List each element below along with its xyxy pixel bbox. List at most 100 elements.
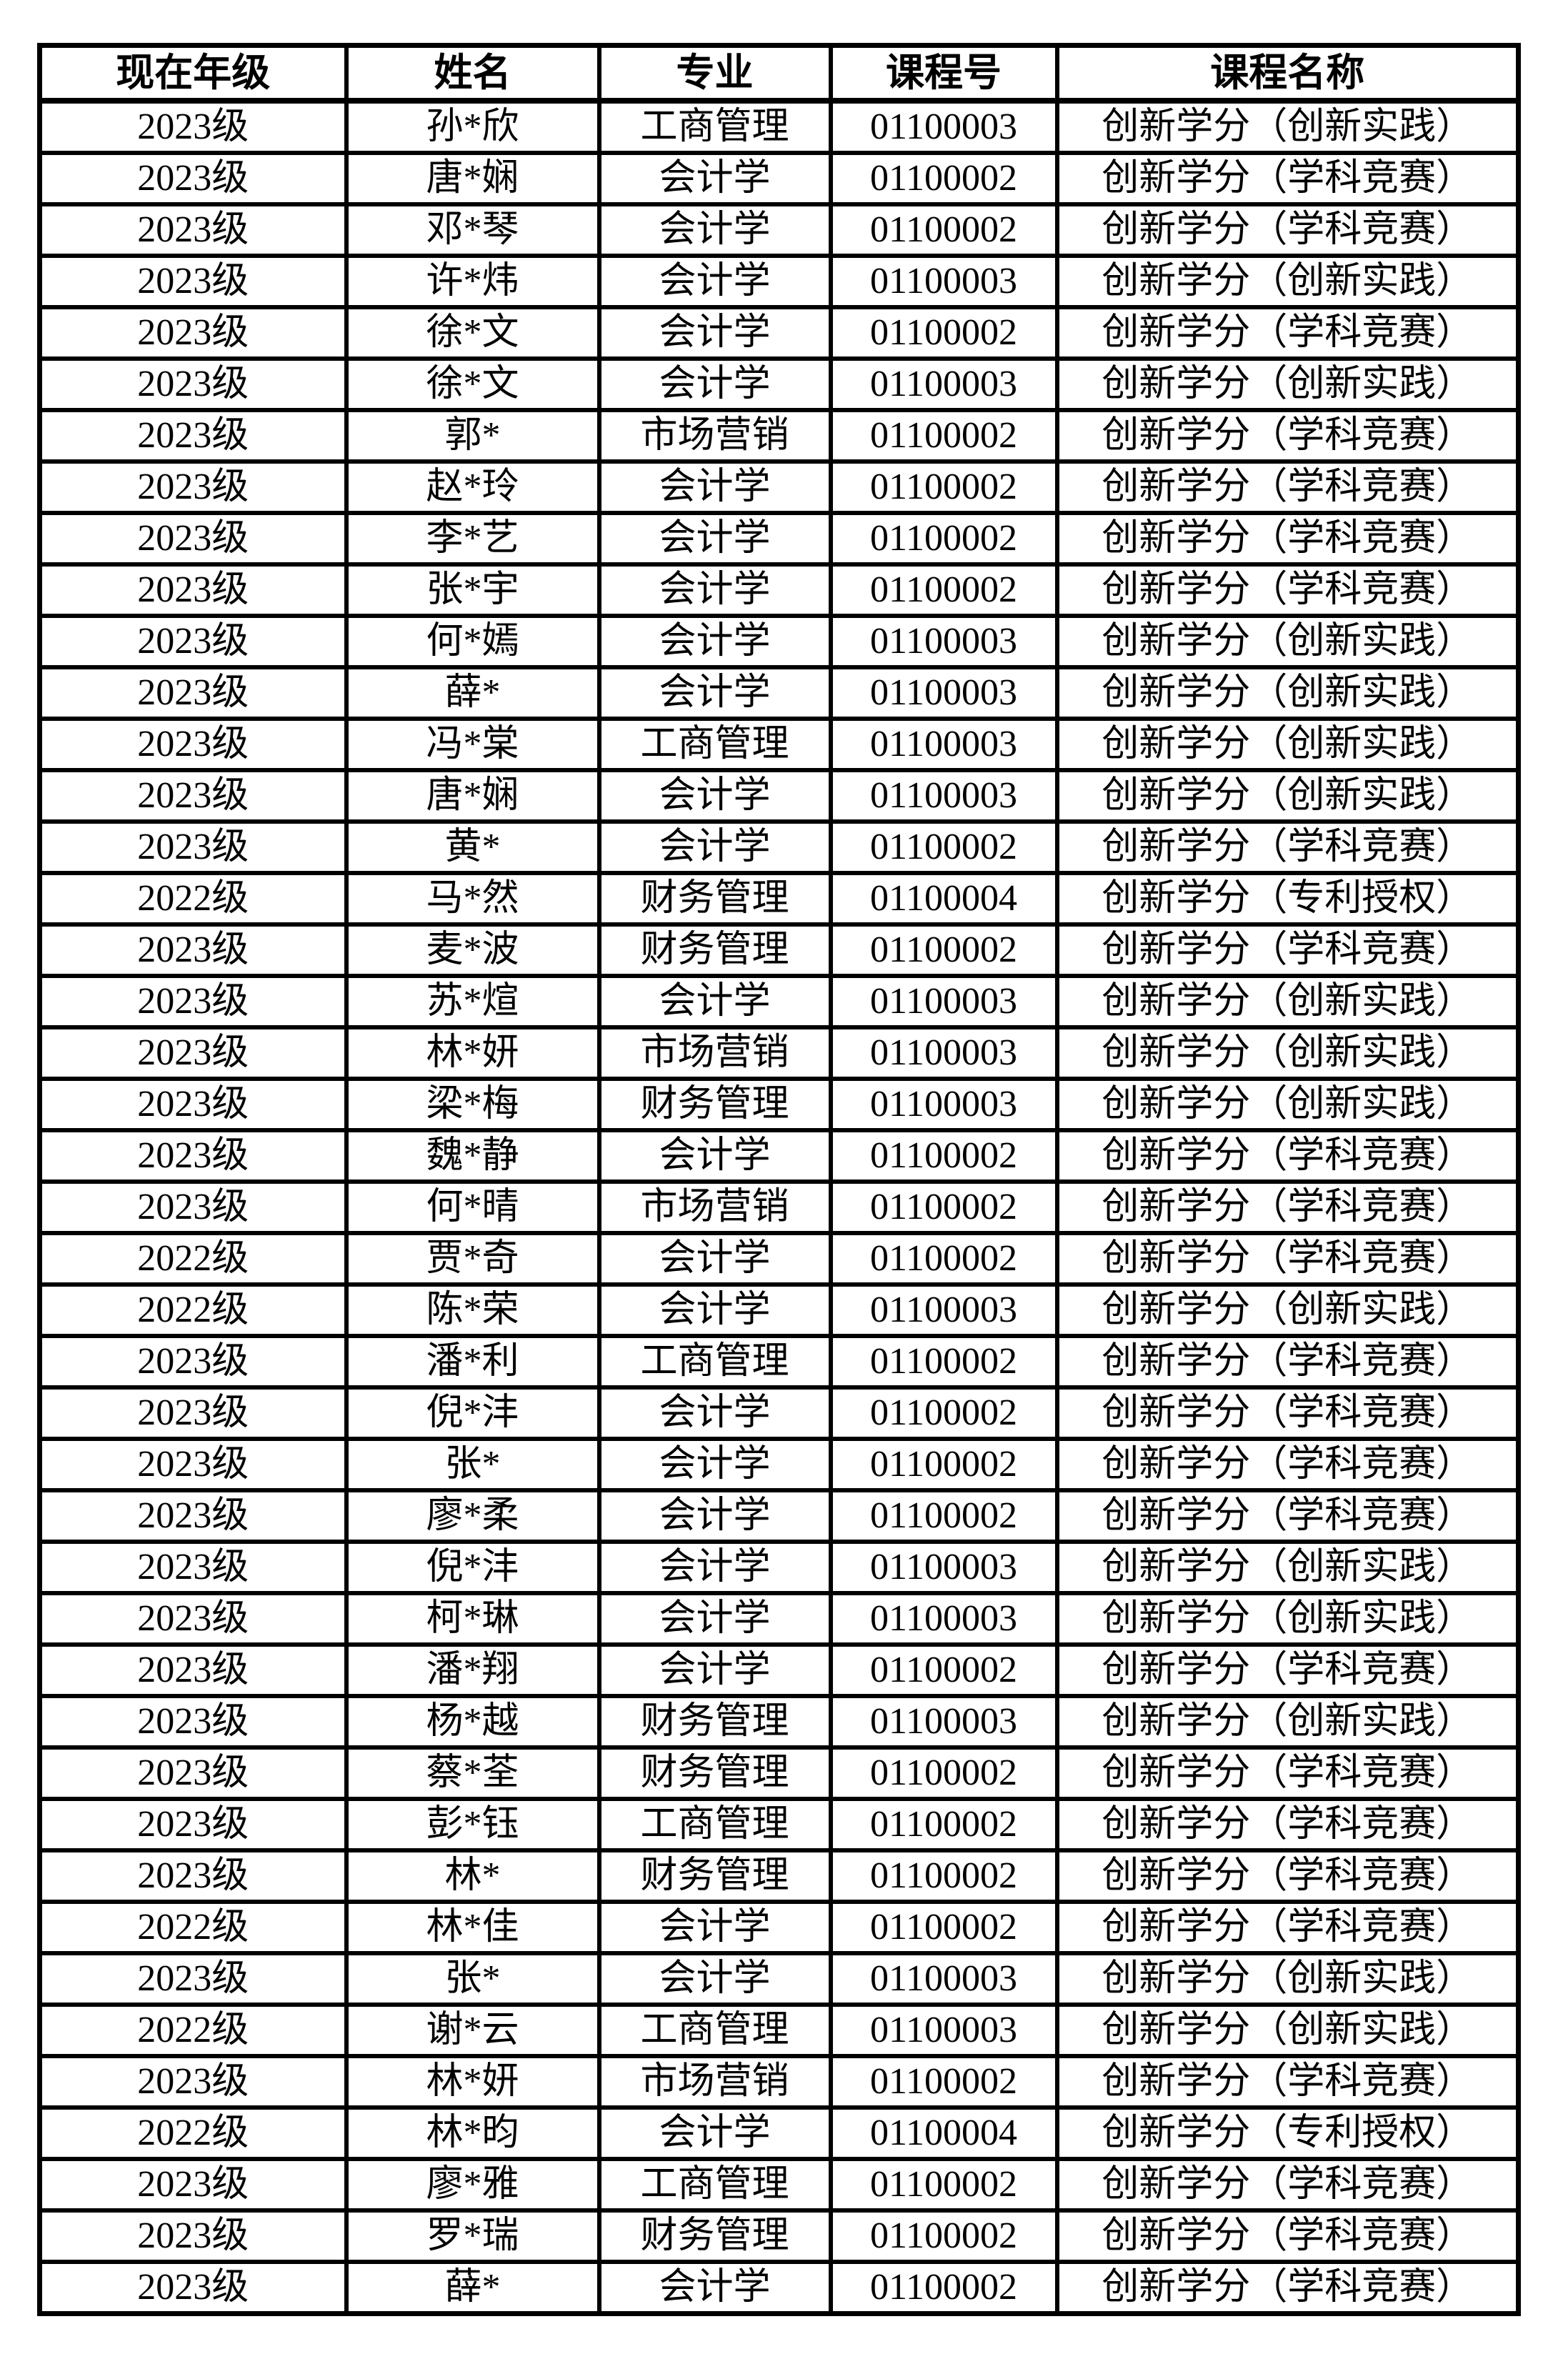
cell-course-name: 创新学分（创新实践） (1054, 1282, 1521, 1338)
cell-course-no: 01100002 (828, 2157, 1059, 2213)
cell-grade: 2022级 (37, 871, 349, 927)
cell-name: 廖*柔 (344, 1488, 601, 1544)
table-row: 2023级 何*嫣 会计学 01100003 创新学分（创新实践） (37, 614, 1521, 669)
table-row: 2023级 薛* 会计学 01100003 创新学分（创新实践） (37, 665, 1521, 721)
cell-grade: 2023级 (37, 305, 349, 361)
cell-major: 工商管理 (596, 1797, 833, 1852)
table-row: 2023级 彭*钰 工商管理 01100002 创新学分（学科竞赛） (37, 1797, 1521, 1852)
cell-grade: 2023级 (37, 562, 349, 618)
cell-course-no: 01100003 (828, 2003, 1059, 2058)
cell-course-no: 01100002 (828, 562, 1059, 618)
cell-name: 倪*沣 (344, 1540, 601, 1595)
table-row: 2023级 罗*瑞 财务管理 01100002 创新学分（学科竞赛） (37, 2208, 1521, 2264)
table-row: 2022级 马*然 财务管理 01100004 创新学分（专利授权） (37, 871, 1521, 927)
cell-major: 会计学 (596, 1231, 833, 1287)
cell-course-no: 01100002 (828, 408, 1059, 464)
table-row: 2023级 孙*欣 工商管理 01100003 创新学分（创新实践） (37, 99, 1521, 155)
cell-major: 会计学 (596, 459, 833, 515)
cell-name: 廖*雅 (344, 2157, 601, 2213)
cell-course-name: 创新学分（创新实践） (1054, 717, 1521, 772)
cell-major: 财务管理 (596, 1745, 833, 1801)
cell-course-name: 创新学分（创新实践） (1054, 254, 1521, 309)
cell-name: 何*嫣 (344, 614, 601, 669)
cell-major: 财务管理 (596, 922, 833, 978)
cell-name: 倪*沣 (344, 1385, 601, 1441)
cell-course-no: 01100002 (828, 459, 1059, 515)
cell-name: 张* (344, 1951, 601, 2007)
cell-grade: 2023级 (37, 2054, 349, 2110)
header-name: 姓名 (344, 43, 601, 104)
cell-course-no: 01100002 (828, 1437, 1059, 1492)
cell-major: 会计学 (596, 2260, 833, 2316)
cell-grade: 2023级 (37, 1642, 349, 1698)
cell-grade: 2023级 (37, 819, 349, 875)
cell-course-no: 01100003 (828, 1951, 1059, 2007)
cell-major: 会计学 (596, 1282, 833, 1338)
table-row: 2023级 黄* 会计学 01100002 创新学分（学科竞赛） (37, 819, 1521, 875)
cell-course-name: 创新学分（创新实践） (1054, 974, 1521, 1029)
table-row: 2023级 徐*文 会计学 01100003 创新学分（创新实践） (37, 356, 1521, 412)
cell-course-no: 01100002 (828, 1745, 1059, 1801)
cell-course-name: 创新学分（学科竞赛） (1054, 1900, 1521, 1955)
cell-course-name: 创新学分（创新实践） (1054, 2003, 1521, 2058)
cell-name: 何*晴 (344, 1179, 601, 1235)
cell-major: 财务管理 (596, 1694, 833, 1750)
cell-name: 林*妍 (344, 1025, 601, 1081)
cell-course-no: 01100002 (828, 2260, 1059, 2316)
cell-grade: 2023级 (37, 665, 349, 721)
cell-name: 林* (344, 1848, 601, 1904)
cell-name: 李*艺 (344, 511, 601, 567)
cell-course-name: 创新学分（学科竞赛） (1054, 151, 1521, 206)
table-row: 2023级 薛* 会计学 01100002 创新学分（学科竞赛） (37, 2260, 1521, 2316)
cell-major: 工商管理 (596, 2157, 833, 2213)
cell-name: 潘*翔 (344, 1642, 601, 1698)
cell-course-no: 01100003 (828, 1694, 1059, 1750)
table-row: 2023级 李*艺 会计学 01100002 创新学分（学科竞赛） (37, 511, 1521, 567)
cell-name: 郭* (344, 408, 601, 464)
cell-course-no: 01100002 (828, 2054, 1059, 2110)
cell-name: 杨*越 (344, 1694, 601, 1750)
cell-name: 林*佳 (344, 1900, 601, 1955)
cell-grade: 2022级 (37, 1900, 349, 1955)
cell-grade: 2022级 (37, 1282, 349, 1338)
table-row: 2023级 倪*沣 会计学 01100002 创新学分（学科竞赛） (37, 1385, 1521, 1441)
cell-grade: 2023级 (37, 1128, 349, 1184)
cell-name: 张* (344, 1437, 601, 1492)
cell-grade: 2023级 (37, 974, 349, 1029)
cell-name: 罗*瑞 (344, 2208, 601, 2264)
cell-major: 会计学 (596, 305, 833, 361)
cell-course-name: 创新学分（学科竞赛） (1054, 1128, 1521, 1184)
cell-grade: 2023级 (37, 614, 349, 669)
cell-course-no: 01100003 (828, 1591, 1059, 1647)
table-row: 2023级 潘*利 工商管理 01100002 创新学分（学科竞赛） (37, 1334, 1521, 1390)
cell-course-no: 01100003 (828, 1540, 1059, 1595)
cell-course-name: 创新学分（创新实践） (1054, 1951, 1521, 2007)
cell-major: 会计学 (596, 1591, 833, 1647)
header-course-no: 课程号 (828, 43, 1059, 104)
cell-name: 唐*娴 (344, 151, 601, 206)
cell-course-no: 01100002 (828, 1385, 1059, 1441)
cell-course-no: 01100003 (828, 1077, 1059, 1132)
cell-major: 工商管理 (596, 99, 833, 155)
cell-major: 工商管理 (596, 2003, 833, 2058)
cell-grade: 2023级 (37, 1797, 349, 1852)
cell-course-no: 01100003 (828, 99, 1059, 155)
cell-course-name: 创新学分（学科竞赛） (1054, 511, 1521, 567)
table-row: 2023级 许*炜 会计学 01100003 创新学分（创新实践） (37, 254, 1521, 309)
table-row: 2023级 唐*娴 会计学 01100003 创新学分（创新实践） (37, 768, 1521, 824)
cell-major: 财务管理 (596, 2208, 833, 2264)
cell-course-no: 01100002 (828, 151, 1059, 206)
cell-grade: 2023级 (37, 1385, 349, 1441)
header-row: 现在年级 姓名 专业 课程号 课程名称 (37, 43, 1521, 104)
table-row: 2023级 林* 财务管理 01100002 创新学分（学科竞赛） (37, 1848, 1521, 1904)
cell-name: 徐*文 (344, 356, 601, 412)
cell-name: 麦*波 (344, 922, 601, 978)
cell-course-no: 01100002 (828, 1797, 1059, 1852)
table-row: 2023级 林*妍 市场营销 01100003 创新学分（创新实践） (37, 1025, 1521, 1081)
cell-grade: 2023级 (37, 408, 349, 464)
cell-major: 会计学 (596, 665, 833, 721)
table-row: 2022级 林*昀 会计学 01100004 创新学分（专利授权） (37, 2105, 1521, 2161)
table-row: 2022级 林*佳 会计学 01100002 创新学分（学科竞赛） (37, 1900, 1521, 1955)
cell-course-no: 01100002 (828, 202, 1059, 258)
